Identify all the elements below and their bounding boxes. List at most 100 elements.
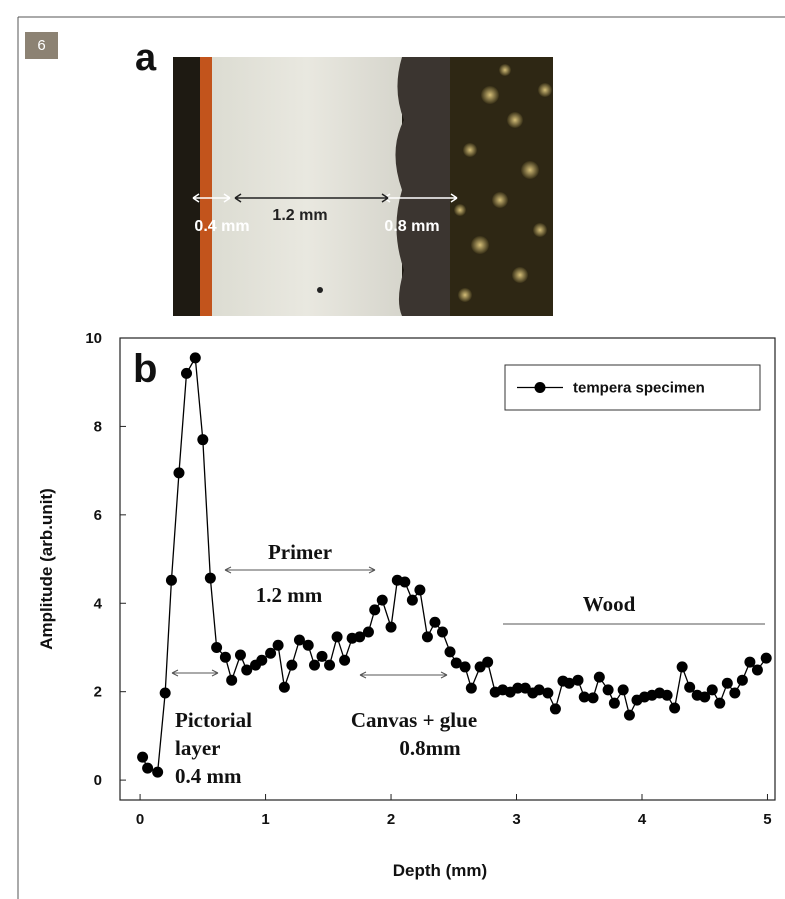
data-point <box>436 626 448 638</box>
data-point <box>308 659 320 671</box>
plot: 0 2 4 6 8 10 0 1 2 3 4 5 tempera specimen <box>85 330 772 828</box>
x-tick-label: 0 <box>136 811 144 828</box>
data-point <box>197 434 209 446</box>
data-point <box>608 697 620 709</box>
data-point <box>137 751 149 763</box>
x-tick-label: 3 <box>512 811 520 828</box>
annotations <box>171 566 765 679</box>
panel-label: a <box>135 37 157 79</box>
data-point <box>219 651 231 663</box>
data-point <box>286 659 298 671</box>
data-point <box>563 677 575 689</box>
data-point <box>669 702 681 714</box>
x-tick-label: 5 <box>763 811 771 828</box>
photo-annotation: 1.2 mm <box>272 207 327 224</box>
data-point <box>265 647 277 659</box>
data-point <box>542 687 554 699</box>
annotation: 1.2 mm <box>256 583 323 607</box>
data-point <box>729 687 741 699</box>
data-point <box>173 467 185 479</box>
plot-frame <box>119 337 776 801</box>
data-point <box>385 621 397 633</box>
data-point <box>293 634 305 646</box>
micrograph <box>173 57 553 316</box>
data-point <box>399 576 411 588</box>
data-point <box>549 703 561 715</box>
data-point <box>354 631 366 643</box>
legend-marker <box>534 382 546 393</box>
data-point <box>482 656 494 668</box>
y-tick-label: 6 <box>94 507 102 524</box>
y-tick-label: 8 <box>94 418 102 435</box>
data-point <box>512 682 524 694</box>
data-point <box>578 691 590 703</box>
annotation: 0.8mm <box>399 736 461 760</box>
y-axis-label: Amplitude (arb.unit) <box>37 488 56 649</box>
data-point <box>602 684 614 696</box>
y-tick-label: 0 <box>94 772 102 789</box>
data-point <box>714 697 726 709</box>
data-point <box>661 689 673 701</box>
figure-badge <box>25 32 58 59</box>
data-point <box>339 654 351 666</box>
data-point <box>736 674 748 686</box>
photo-annotation: 0.8 mm <box>384 218 439 235</box>
data-point <box>421 631 433 643</box>
data-point <box>272 639 284 651</box>
data-point <box>465 682 477 694</box>
data-point <box>617 684 629 696</box>
data-point <box>450 657 462 669</box>
data-point <box>234 649 246 661</box>
data-point <box>204 572 216 584</box>
data-point <box>699 691 711 703</box>
x-axis-label: Depth (mm) <box>393 861 487 880</box>
data-point <box>256 654 268 666</box>
data-point <box>587 692 599 704</box>
panel-label: b <box>133 347 157 391</box>
data-point <box>676 661 688 673</box>
data-point <box>278 681 290 693</box>
x-tick-label: 2 <box>387 811 395 828</box>
data-point <box>533 684 545 696</box>
data-point <box>760 652 772 664</box>
figure-number: 6 <box>37 37 45 54</box>
data-point <box>211 641 223 653</box>
annotation: 0.4 mm <box>175 764 242 788</box>
data-point <box>721 677 733 689</box>
x-tick-label: 4 <box>638 811 647 828</box>
data-point <box>152 766 164 778</box>
data-point <box>459 661 471 673</box>
legend-label: tempera specimen <box>573 380 705 397</box>
data-point <box>241 664 253 676</box>
data-point <box>744 656 756 668</box>
data-point <box>362 626 374 638</box>
data-point <box>189 352 201 364</box>
x-tick-label: 1 <box>261 811 269 828</box>
data-point <box>331 631 343 643</box>
data-point <box>593 671 605 683</box>
data-point <box>684 681 696 693</box>
data-point <box>376 594 388 606</box>
annotation: Pictorial <box>175 708 252 732</box>
data-point <box>751 664 763 676</box>
y-tick-label: 2 <box>94 684 102 701</box>
data-point <box>226 674 238 686</box>
annotation: Primer <box>268 540 332 564</box>
annotation: Canvas + glue <box>351 708 477 732</box>
data-point <box>414 584 426 596</box>
data-point <box>142 762 154 774</box>
data-point <box>165 574 177 586</box>
y-tick-label: 10 <box>85 330 102 347</box>
data-point <box>159 687 171 699</box>
data-point <box>316 650 328 662</box>
data-point <box>623 709 635 721</box>
data-point <box>706 684 718 696</box>
data-point <box>302 639 314 651</box>
data-point <box>429 616 441 628</box>
photo-annotation: 0.4 mm <box>194 218 249 235</box>
data-point <box>324 659 336 671</box>
y-tick-label: 4 <box>94 595 103 612</box>
annotation: Wood <box>583 592 636 616</box>
data-point <box>369 604 381 616</box>
